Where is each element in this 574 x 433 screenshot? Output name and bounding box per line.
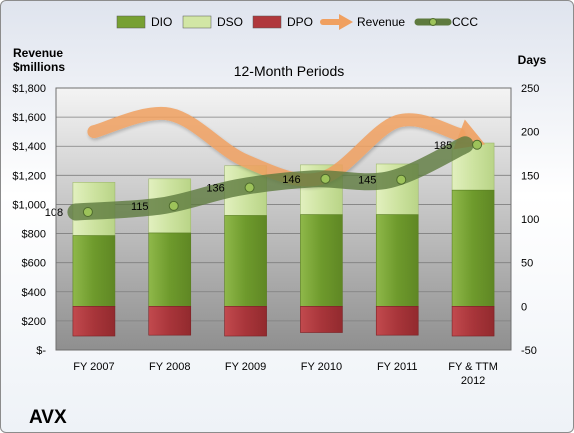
ccc-data-label: 136 xyxy=(206,183,224,195)
bar-dio xyxy=(300,214,343,307)
legend-label: Revenue xyxy=(357,15,405,29)
x-tick-label: FY 2007 xyxy=(73,361,114,373)
x-tick-label: FY & TTM xyxy=(448,361,498,373)
legend-label: DSO xyxy=(217,15,243,29)
ccc-point xyxy=(320,173,331,184)
left-tick-label: $- xyxy=(36,345,46,357)
bar-dio xyxy=(451,189,495,307)
left-tick-label: $1,600 xyxy=(12,112,46,124)
ccc-data-label: 146 xyxy=(282,174,300,186)
legend-swatch xyxy=(116,15,146,29)
ccc-markers: 108 115 136 146 145 185 xyxy=(45,139,483,219)
legend-item: CCC xyxy=(414,15,478,29)
legend-item: DPO xyxy=(252,15,313,29)
y-left-label-line-1: Revenue xyxy=(13,46,63,60)
plot-area: 108 115 136 146 145 185 xyxy=(45,87,512,351)
ccc-data-label: 145 xyxy=(358,175,376,187)
bar-dpo xyxy=(224,306,267,337)
x-tick-label: FY 2011 xyxy=(377,361,418,373)
right-tick-label: 50 xyxy=(521,258,533,270)
legend-swatch xyxy=(429,18,437,26)
legend-label: DIO xyxy=(151,15,172,29)
left-tick-label: $1,400 xyxy=(12,141,46,153)
left-axis: $- $200 $400 $600 $800 $1,000 $1,200 $1,400 $1,6… xyxy=(12,83,46,357)
bar-dio xyxy=(72,235,116,307)
legend-swatch xyxy=(252,15,282,29)
bar-dio xyxy=(148,232,192,307)
legend-item: Revenue xyxy=(320,14,405,30)
left-tick-label: $800 xyxy=(22,229,46,241)
left-tick-label: $1,000 xyxy=(12,199,46,211)
left-tick-label: $200 xyxy=(22,316,46,328)
right-tick-label: 200 xyxy=(521,127,539,139)
right-tick-label: -50 xyxy=(521,345,537,357)
ccc-point xyxy=(168,200,179,211)
ccc-data-label: 115 xyxy=(131,201,149,213)
left-tick-label: $400 xyxy=(22,287,46,299)
ccc-data-label: 185 xyxy=(434,140,452,152)
ccc-point xyxy=(396,174,407,185)
bar-dio xyxy=(375,214,419,307)
y-right-label: Days xyxy=(518,53,547,67)
right-axis: -50 0 50 100 150 200 250 xyxy=(521,83,539,357)
legend-item: DSO xyxy=(182,15,243,29)
bar-dpo xyxy=(375,306,419,336)
legend-label: CCC xyxy=(452,15,478,29)
bar-dpo xyxy=(300,306,343,333)
x-tick-label: FY 2010 xyxy=(301,361,342,373)
legend: DIO DSO DPO Revenue CCC xyxy=(116,14,478,30)
bar-dpo xyxy=(148,306,192,336)
bar-dio xyxy=(224,215,267,307)
right-tick-label: 100 xyxy=(521,214,539,226)
company-name: AVX xyxy=(29,407,67,428)
left-tick-label: $1,800 xyxy=(12,83,46,95)
left-tick-label: $600 xyxy=(22,258,46,270)
ccc-point xyxy=(244,182,255,193)
right-tick-label: 150 xyxy=(521,170,539,182)
bar-dpo xyxy=(451,306,495,337)
right-tick-label: 250 xyxy=(521,83,539,95)
right-tick-label: 0 xyxy=(521,301,527,313)
ccc-data-label: 108 xyxy=(45,207,63,219)
x-axis: FY 2007 FY 2008 FY 2009 FY 2010 FY 2011 FY & … xyxy=(73,361,498,387)
legend-swatch xyxy=(182,15,212,29)
plot-border xyxy=(55,87,512,351)
bar-dpo xyxy=(72,306,116,337)
legend-swatch xyxy=(339,14,353,30)
y-left-label-line-2: $millions xyxy=(13,60,65,74)
legend-item: DIO xyxy=(116,15,172,29)
chart-title: 12-Month Periods xyxy=(234,63,345,79)
x-tick-label: FY 2009 xyxy=(225,361,266,373)
x-tick-label: 2012 xyxy=(461,375,485,387)
x-tick-label: FY 2008 xyxy=(149,361,190,373)
legend-label: DPO xyxy=(287,15,313,29)
ccc-point xyxy=(82,207,93,218)
ccc-point xyxy=(472,139,483,150)
left-tick-label: $1,200 xyxy=(12,170,46,182)
